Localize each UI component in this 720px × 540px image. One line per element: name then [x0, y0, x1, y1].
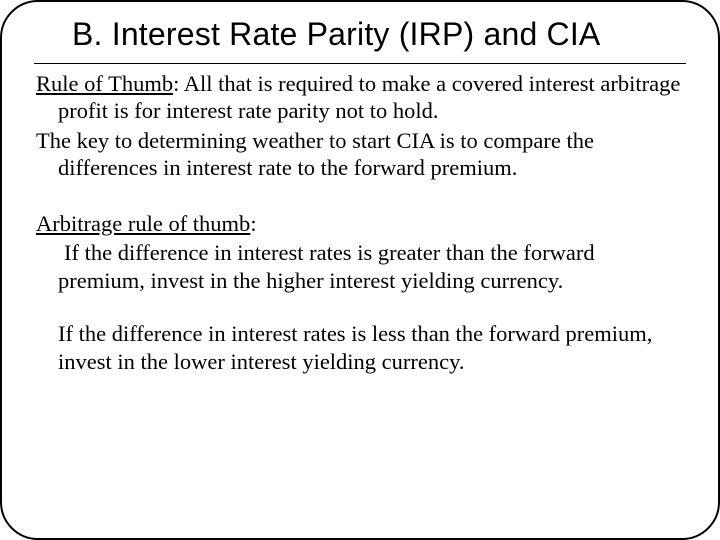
rule-of-thumb-para: Rule of Thumb: All that is required to m… [36, 70, 684, 125]
spacer-2 [58, 294, 684, 320]
arbitrage-rule-2: If the difference in interest rates is l… [58, 320, 684, 375]
body-content: Rule of Thumb: All that is required to m… [36, 70, 684, 375]
spacer-1 [36, 182, 684, 210]
title-divider [34, 63, 686, 64]
arbitrage-heading: Arbitrage rule of thumb: [36, 210, 684, 237]
arbitrage-colon: : [250, 211, 256, 236]
slide-title: B. Interest Rate Parity (IRP) and CIA [72, 16, 684, 53]
arbitrage-label: Arbitrage rule of thumb [36, 211, 250, 236]
arbitrage-rules-block: If the difference in interest rates is g… [58, 239, 684, 375]
slide-frame: B. Interest Rate Parity (IRP) and CIA Ru… [0, 0, 720, 540]
key-text-para: The key to determining weather to start … [36, 127, 684, 182]
arbitrage-rule-1: If the difference in interest rates is g… [58, 239, 684, 294]
rule-of-thumb-label: Rule of Thumb [36, 71, 173, 96]
